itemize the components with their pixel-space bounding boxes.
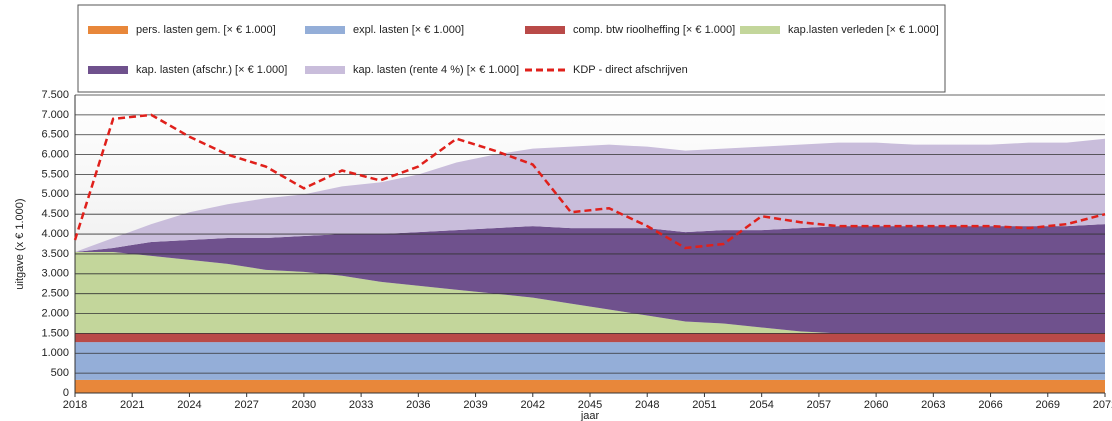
area [75, 379, 1105, 393]
x-tick-label: 2030 [292, 399, 316, 411]
x-tick-label: 2024 [177, 399, 201, 411]
x-tick-label: 2072 [1093, 399, 1112, 411]
legend-swatch [305, 26, 345, 34]
x-tick-label: 2018 [63, 399, 87, 411]
y-tick-label: 7.000 [41, 109, 69, 121]
x-tick-label: 2042 [521, 399, 545, 411]
y-tick-label: 6.500 [41, 129, 69, 141]
y-tick-label: 5.500 [41, 168, 69, 180]
legend-label: kap. lasten (afschr.) [× € 1.000] [136, 64, 287, 76]
x-tick-label: 2051 [692, 399, 716, 411]
x-axis-label: jaar [580, 410, 600, 421]
x-tick-label: 2054 [749, 399, 773, 411]
y-tick-label: 3.500 [41, 248, 69, 260]
x-tick-label: 2063 [921, 399, 945, 411]
legend-label: pers. lasten gem. [× € 1.000] [136, 24, 276, 36]
legend-swatch [88, 26, 128, 34]
x-tick-label: 2045 [578, 399, 602, 411]
y-tick-label: 4.000 [41, 228, 69, 240]
legend-label: KDP - direct afschrijven [573, 64, 688, 76]
legend-label: expl. lasten [× € 1.000] [353, 24, 464, 36]
line [73, 113, 1106, 250]
x-tick-label: 2027 [234, 399, 258, 411]
legend-label: kap. lasten (rente 4 %) [× € 1.000] [353, 64, 519, 76]
area [75, 251, 1105, 334]
x-tick-label: 2039 [463, 399, 487, 411]
x-tick-label: 2057 [807, 399, 831, 411]
y-tick-label: 6.000 [41, 149, 69, 161]
y-axis-label: uitgave (x € 1.000) [14, 198, 26, 289]
y-tick-label: 1.500 [41, 327, 69, 339]
legend-swatch [305, 66, 345, 74]
area [75, 342, 1105, 380]
legend-label: kap.lasten verleden [× € 1.000] [788, 24, 939, 36]
legend-label: comp. btw rioolheffing [× € 1.000] [573, 24, 735, 36]
y-tick-label: 1.000 [41, 347, 69, 359]
y-tick-label: 5.000 [41, 188, 69, 200]
y-tick-label: 4.500 [41, 208, 69, 220]
area [75, 224, 1105, 334]
x-tick-label: 2033 [349, 399, 373, 411]
area [75, 138, 1105, 252]
x-tick-label: 2060 [864, 399, 888, 411]
y-tick-label: 2.500 [41, 288, 69, 300]
y-tick-label: 2.000 [41, 307, 69, 319]
x-tick-label: 2021 [120, 399, 144, 411]
y-tick-label: 0 [63, 387, 69, 399]
legend-swatch [525, 26, 565, 34]
x-tick-label: 2036 [406, 399, 430, 411]
x-tick-label: 2048 [635, 399, 659, 411]
legend-swatch [740, 26, 780, 34]
y-tick-label: 3.000 [41, 268, 69, 280]
y-tick-label: 7.500 [41, 89, 69, 101]
x-tick-label: 2066 [978, 399, 1002, 411]
legend-swatch [88, 66, 128, 74]
y-tick-label: 500 [51, 367, 69, 379]
legend-box [77, 4, 946, 93]
area [75, 333, 1105, 343]
x-tick-label: 2069 [1036, 399, 1060, 411]
